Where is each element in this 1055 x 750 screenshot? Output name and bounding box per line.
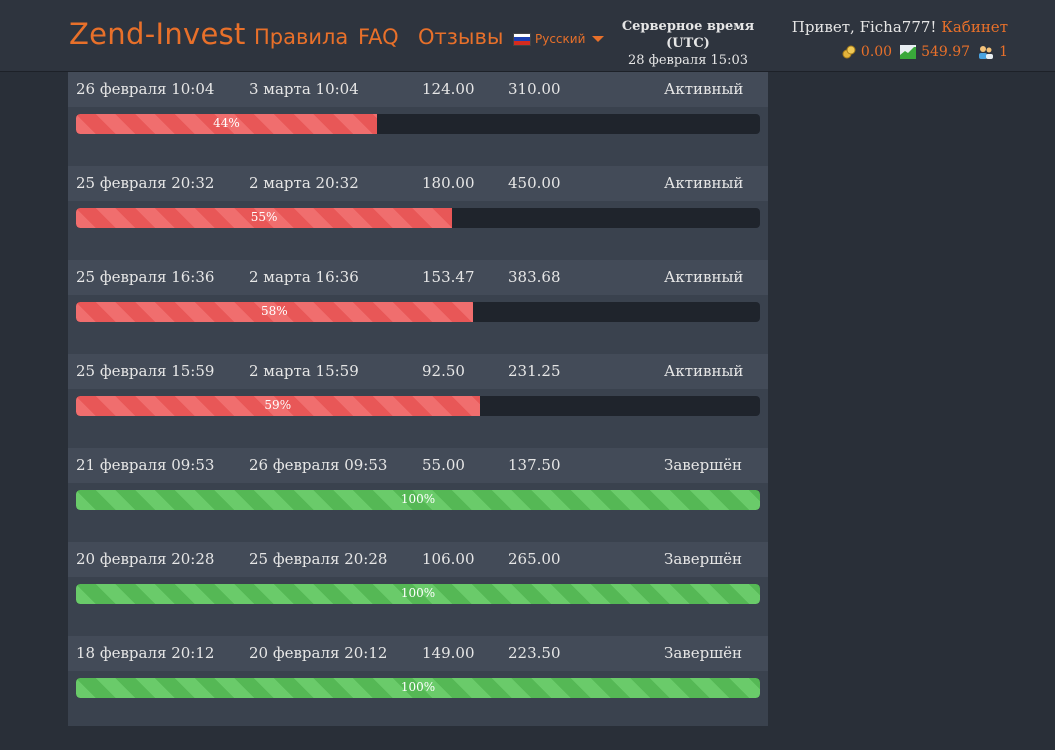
deposit-progress-fill (76, 490, 760, 510)
deposit-progress-label: 44% (213, 116, 240, 130)
server-time-value: 28 февраля 15:03 (628, 53, 748, 68)
deposit-progress-label: 59% (264, 398, 292, 412)
server-time: Серверное время (UTC) 28 февраля 15:03 (604, 18, 772, 69)
deposit-progress-fill (76, 396, 480, 416)
deposit-profit: 223.50 (508, 644, 561, 662)
chevron-down-icon (592, 36, 605, 42)
deposit-progress-fill (76, 114, 377, 134)
deposit-profit: 137.50 (508, 456, 561, 474)
deposit-status: Активный (664, 174, 744, 192)
deposit-progress-bar: 59% (76, 396, 760, 416)
deposit-amount: 106.00 (422, 550, 475, 568)
referrals-stat: 1 (978, 43, 1008, 61)
deposit-progress-bar: 44% (76, 114, 760, 134)
deposit-amount: 153.47 (422, 268, 475, 286)
deposit-start-date: 20 февраля 20:28 (76, 550, 215, 568)
nav-rules-link[interactable]: Правила (254, 25, 349, 49)
deposit-end-date: 25 февраля 20:28 (249, 550, 388, 568)
deposit-start-date: 26 февраля 10:04 (76, 80, 215, 98)
top-header: Zend-Invest Правила FAQ Отзывы Русский С… (0, 0, 1055, 72)
server-time-title: Серверное время (UTC) (621, 19, 755, 51)
deposit-status: Активный (664, 80, 744, 98)
deposit-end-date: 2 марта 16:36 (249, 268, 359, 286)
deposit-status: Активный (664, 268, 744, 286)
coins-icon (842, 45, 856, 59)
deposit-row-header: 21 февраля 09:53 26 февраля 09:53 55.00 137… (68, 448, 768, 483)
deposit-profit: 310.00 (508, 80, 561, 98)
deposit-progress-fill (76, 584, 760, 604)
deposit-row-header: 25 февраля 16:36 2 марта 16:36 153.47 383.6… (68, 260, 768, 295)
deposit-progress-label: 100% (400, 492, 436, 506)
deposit-status: Завершён (664, 644, 743, 662)
deposit-row: 25 февраля 20:32 2 марта 20:32 180.00 450.0… (68, 166, 768, 260)
deposit-start-date: 25 февраля 15:59 (76, 362, 215, 380)
deposit-end-date: 3 марта 10:04 (249, 80, 359, 98)
deposit-progress-bar: 58% (76, 302, 760, 322)
deposit-progress-bar: 55% (76, 208, 760, 228)
russian-flag-icon (514, 33, 530, 45)
deposit-row: 25 февраля 15:59 2 марта 15:59 92.50 231.25… (68, 354, 768, 448)
deposit-start-date: 18 февраля 20:12 (76, 644, 215, 662)
deposit-row-header: 25 февраля 15:59 2 марта 15:59 92.50 231.25… (68, 354, 768, 389)
deposit-end-date: 26 февраля 09:53 (249, 456, 388, 474)
deposit-progress-bar: 100% (76, 678, 760, 698)
deposit-row-header: 25 февраля 20:32 2 марта 20:32 180.00 450.0… (68, 166, 768, 201)
deposit-row-header: 20 февраля 20:28 25 февраля 20:28 106.00 26… (68, 542, 768, 577)
deposit-profit: 383.68 (508, 268, 561, 286)
deposit-row: 26 февраля 10:04 3 марта 10:04 124.00 310.0… (68, 72, 768, 166)
deposit-amount: 180.00 (422, 174, 475, 192)
deposit-amount: 55.00 (422, 456, 465, 474)
deposit-row: 18 февраля 20:12 20 февраля 20:12 149.00 22… (68, 636, 768, 730)
deposit-start-date: 25 февраля 16:36 (76, 268, 215, 286)
deposit-status: Завершён (664, 550, 743, 568)
language-label: Русский (535, 32, 586, 46)
deposit-progress-label: 55% (250, 210, 278, 224)
deposit-status: Завершён (664, 456, 743, 474)
users-icon (979, 46, 994, 59)
deposit-row-header: 26 февраля 10:04 3 марта 10:04 124.00 310.0… (68, 72, 768, 107)
deposit-start-date: 21 февраля 09:53 (76, 456, 215, 474)
deposit-progress-fill (76, 208, 453, 228)
deposit-profit: 265.00 (508, 550, 561, 568)
balance-stat: 0.00 (842, 43, 892, 61)
nav-reviews-link[interactable]: Отзывы (418, 25, 504, 49)
earned-value: 549.97 (921, 44, 971, 60)
deposit-profit: 450.00 (508, 174, 561, 192)
deposit-row: 20 февраля 20:28 25 февраля 20:28 106.00 26… (68, 542, 768, 636)
referrals-value: 1 (999, 44, 1008, 60)
deposit-amount: 92.50 (422, 362, 465, 380)
deposit-progress-bar: 100% (76, 490, 760, 510)
deposit-status: Активный (664, 362, 744, 380)
deposit-row-header: 18 февраля 20:12 20 февраля 20:12 149.00 22… (68, 636, 768, 671)
balance-value: 0.00 (860, 44, 893, 60)
deposit-progress-label: 100% (400, 680, 436, 694)
deposit-amount: 149.00 (422, 644, 475, 662)
deposit-end-date: 20 февраля 20:12 (249, 644, 388, 662)
deposit-row: 21 февраля 09:53 26 февраля 09:53 55.00 137… (68, 448, 768, 542)
deposit-amount: 124.00 (422, 80, 475, 98)
site-logo[interactable]: Zend-Invest (69, 17, 246, 51)
nav-faq-link[interactable]: FAQ (358, 25, 399, 49)
deposit-progress-fill (76, 302, 473, 322)
user-panel: Привет, Ficha777! Кабинет 0.00 549.97 (792, 18, 1008, 61)
deposit-end-date: 2 марта 20:32 (249, 174, 359, 192)
deposit-progress-fill (76, 678, 760, 698)
deposit-progress-label: 58% (261, 304, 288, 318)
growth-chart-icon (900, 45, 917, 59)
deposits-list: 26 февраля 10:04 3 марта 10:04 124.00 310.0… (68, 72, 768, 726)
deposit-start-date: 25 февраля 20:32 (76, 174, 215, 192)
deposit-row: 25 февраля 16:36 2 марта 16:36 153.47 383.6… (68, 260, 768, 354)
deposit-end-date: 2 марта 15:59 (249, 362, 359, 380)
language-selector[interactable]: Русский (514, 31, 605, 47)
deposit-profit: 231.25 (508, 362, 561, 380)
deposit-progress-label: 100% (400, 586, 436, 600)
cabinet-link[interactable]: Кабинет (941, 18, 1008, 36)
earned-stat: 549.97 (900, 43, 970, 61)
greeting-text: Привет, Ficha777! (791, 18, 937, 36)
deposit-progress-bar: 100% (76, 584, 760, 604)
